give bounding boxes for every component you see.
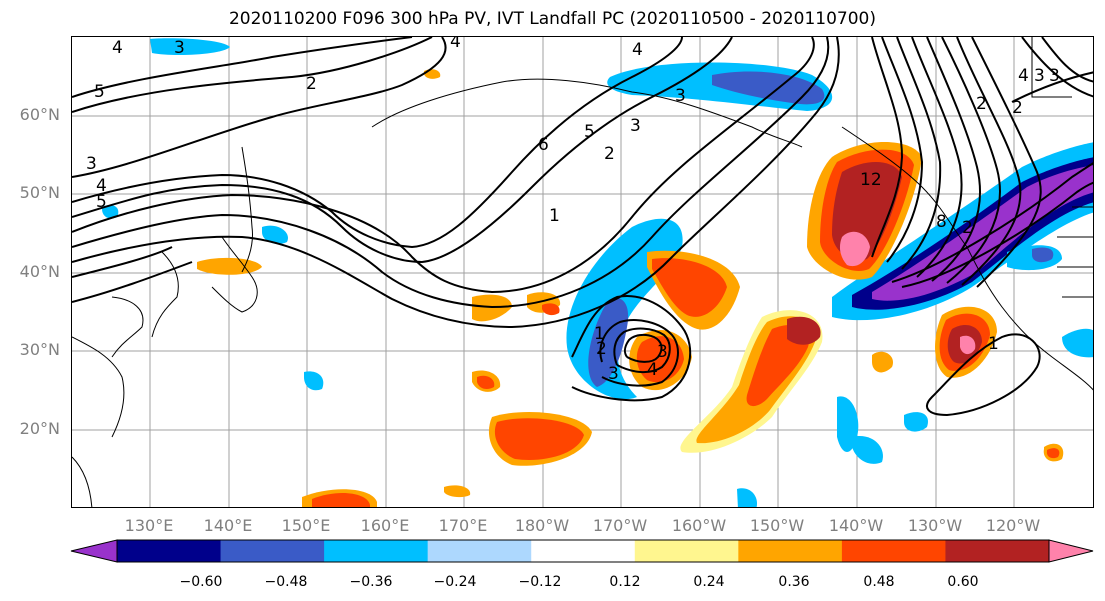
colorbar-extend-right [1048, 539, 1094, 563]
lon-label: 130°W [907, 516, 963, 535]
contour-label: 2 [604, 144, 615, 164]
contour-label: 1 [549, 206, 560, 226]
colorbar-swatch [531, 540, 636, 562]
contour-label: 5 [96, 192, 107, 212]
contour-label: 4 [450, 37, 461, 52]
contour-label: 3 [608, 364, 619, 384]
contour-label: 4 [632, 40, 643, 60]
lat-label: 30°N [19, 340, 60, 359]
colorbar-swatch [324, 540, 429, 562]
contour-label: 2 [976, 94, 987, 114]
contour-label: 3 [630, 116, 641, 136]
colorbar-swatch [427, 540, 532, 562]
colorbar-tick-label: −0.36 [349, 574, 393, 590]
contour-label: 3 [675, 86, 686, 106]
contour-label: 4 [112, 38, 123, 58]
colorbar-outline [116, 539, 1050, 563]
contour-label: 12 [860, 170, 882, 190]
contour-label: 8 [936, 212, 947, 232]
lat-label: 50°N [19, 183, 60, 202]
colorbar-tick-label: −0.24 [433, 574, 477, 590]
colorbar-swatch [738, 540, 843, 562]
lon-label: 170°E [438, 516, 488, 535]
colorbar-tick-label: 0.60 [947, 574, 979, 590]
lat-label: 20°N [19, 419, 60, 438]
lon-label: 170°W [592, 516, 648, 535]
colorbar-tick-label: −0.60 [179, 574, 223, 590]
lon-label: 140°E [203, 516, 253, 535]
lon-label: 160°W [671, 516, 727, 535]
map-title: 2020110200 F096 300 hPa PV, IVT Landfall… [228, 9, 876, 29]
colorbar-tick-label: 0.24 [693, 574, 725, 590]
contour-label: 1 [594, 324, 605, 344]
colorbar-swatch [220, 540, 325, 562]
contour-label: 4 [1018, 66, 1029, 86]
colorbar-tick-label: 0.48 [863, 574, 895, 590]
contour-label: 6 [538, 135, 549, 155]
colorbar-swatch [117, 540, 222, 562]
contour-label: 4 [647, 360, 658, 380]
colorbar-tick-label: 0.36 [778, 574, 810, 590]
colorbar-extend-left [70, 539, 118, 563]
contour-label: 3 [174, 38, 185, 58]
lon-label: 140°W [828, 516, 884, 535]
lon-label: 120°W [985, 516, 1041, 535]
lat-label: 40°N [19, 262, 60, 281]
lon-label: 130°E [124, 516, 174, 535]
contour-label: 2 [596, 339, 607, 359]
positive-shading [197, 69, 1064, 507]
colorbar-swatches [117, 540, 1050, 562]
contour-label: 1 [988, 334, 999, 354]
contour-label: 3 [86, 154, 97, 174]
contour-label: 2 [306, 74, 317, 94]
contour-label: 3 [1034, 66, 1045, 86]
colorbar-tick-label: 0.12 [609, 574, 641, 590]
contour-label: 3 [657, 342, 668, 362]
colorbar-tick-label: −0.12 [518, 574, 562, 590]
contour-label: 2 [1012, 98, 1023, 118]
contour-label: 3 [1049, 66, 1060, 86]
colorbar-tick-label: −0.48 [264, 574, 308, 590]
map-panel: 4 3 5 3 4 5 2 4 4 5 3 2 6 3 1 1 2 3 4 3 12 8 2 3 2 1 4 3 2 [71, 36, 1094, 508]
lon-label: 150°E [281, 516, 331, 535]
contour-label: 4 [96, 176, 107, 196]
colorbar-swatch [945, 540, 1050, 562]
lon-label: 180°W [514, 516, 570, 535]
contour-label: 5 [584, 122, 595, 142]
contour-label: 2 [962, 218, 973, 238]
coastlines [72, 37, 1093, 507]
lat-label: 60°N [19, 105, 60, 124]
colorbar-swatch [841, 540, 946, 562]
contour-label: 5 [94, 82, 105, 102]
pv-contours [72, 37, 1093, 417]
lon-label: 150°W [749, 516, 805, 535]
colorbar-swatch [634, 540, 739, 562]
lon-label: 160°E [360, 516, 410, 535]
